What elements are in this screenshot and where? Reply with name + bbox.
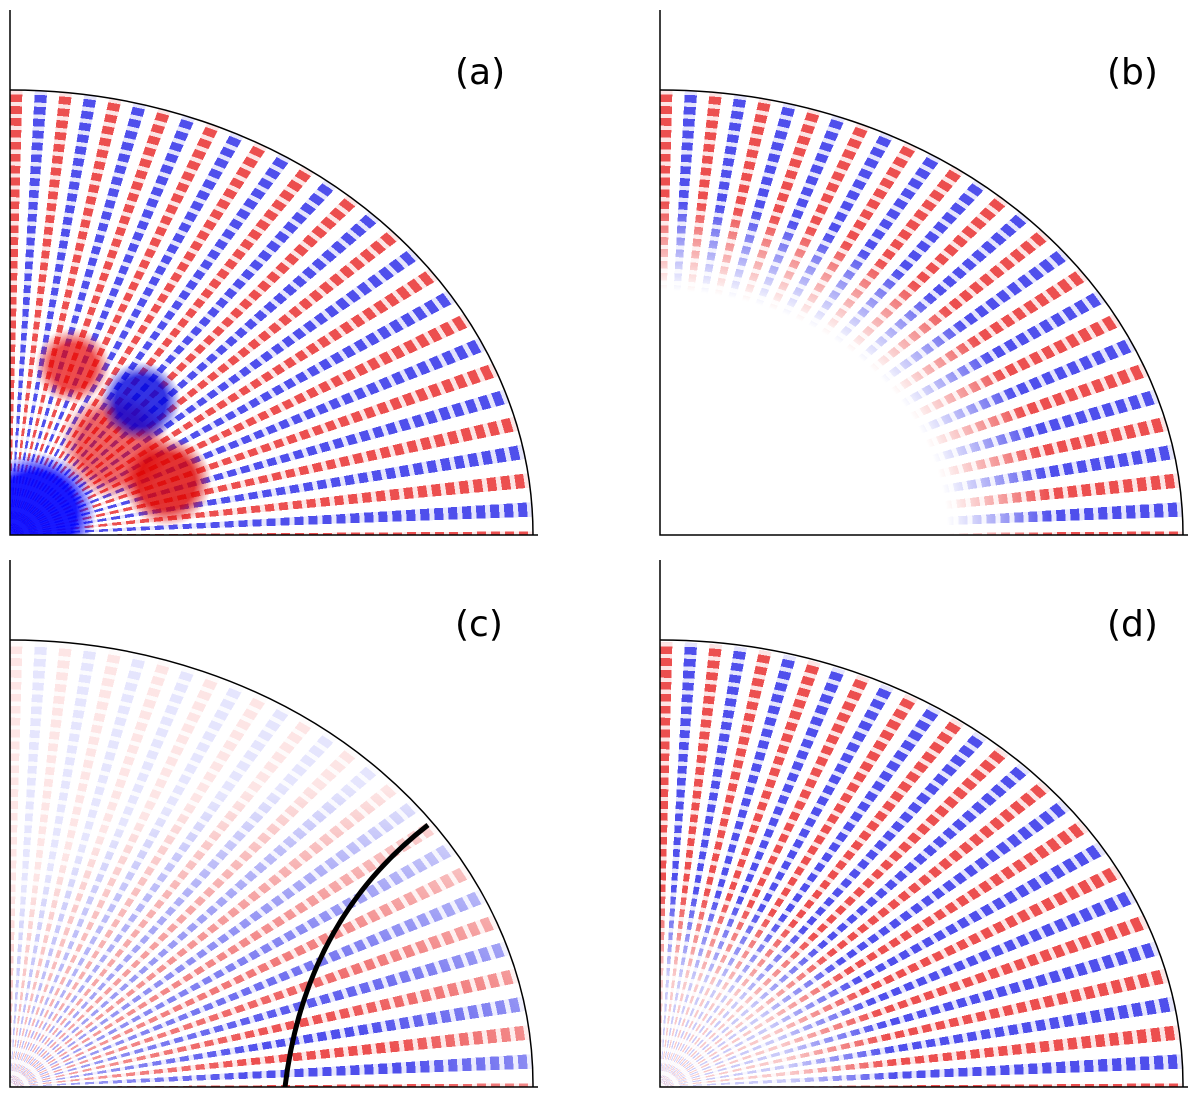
panel: (a) — [10, 0, 550, 535]
pattern — [10, 90, 533, 535]
panel-label: (b) — [1107, 52, 1158, 93]
axis — [659, 560, 1188, 1088]
pattern — [660, 90, 1183, 535]
panel-label: (c) — [455, 604, 503, 645]
panel-label: (a) — [455, 52, 506, 93]
wave-field — [10, 90, 533, 535]
pattern — [10, 642, 533, 1087]
panel-label: (d) — [1107, 604, 1158, 645]
wave-field — [10, 642, 533, 1087]
wave-field — [660, 642, 1183, 1087]
boundary-arc — [9, 89, 534, 536]
pattern — [660, 642, 1183, 1087]
boundary-arc — [659, 639, 1184, 1088]
axis — [659, 10, 1188, 536]
panel: (c) — [10, 552, 550, 1087]
boundary-arc — [659, 89, 1184, 536]
boundary-arc — [9, 639, 534, 1088]
axis — [9, 560, 538, 1088]
axis — [9, 10, 538, 536]
highlight-arc — [282, 823, 430, 1088]
panel: (d) — [660, 552, 1200, 1087]
wave-field — [660, 90, 1183, 535]
panel: (b) — [660, 0, 1200, 535]
